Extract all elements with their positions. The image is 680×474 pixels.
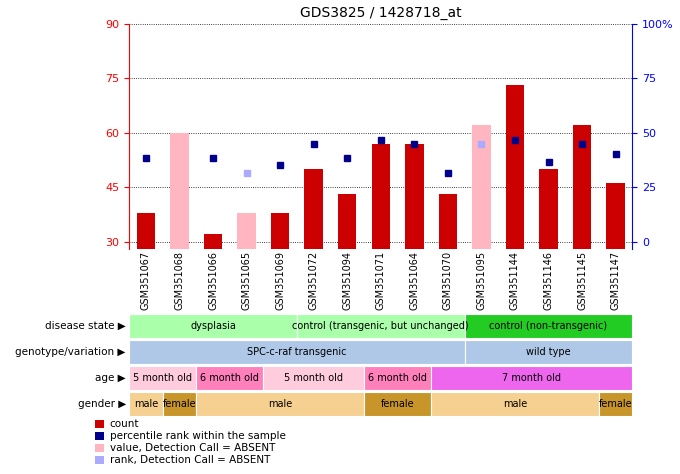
Bar xyxy=(95,444,104,452)
Text: 5 month old: 5 month old xyxy=(133,373,192,383)
Text: SPC-c-raf transgenic: SPC-c-raf transgenic xyxy=(248,347,347,357)
Bar xyxy=(506,85,524,249)
Text: GSM351094: GSM351094 xyxy=(342,251,352,310)
Text: GSM351072: GSM351072 xyxy=(309,251,319,310)
Text: male: male xyxy=(134,399,158,409)
Text: age ▶: age ▶ xyxy=(95,373,126,383)
Text: female: female xyxy=(381,399,414,409)
Text: disease state ▶: disease state ▶ xyxy=(45,321,126,331)
Bar xyxy=(95,420,104,428)
Bar xyxy=(129,392,163,416)
Bar xyxy=(338,194,356,249)
Text: GSM351070: GSM351070 xyxy=(443,251,453,310)
Text: genotype/variation ▶: genotype/variation ▶ xyxy=(16,347,126,357)
Bar xyxy=(464,314,632,337)
Text: value, Detection Call = ABSENT: value, Detection Call = ABSENT xyxy=(109,443,275,453)
Text: 5 month old: 5 month old xyxy=(284,373,343,383)
Bar xyxy=(305,169,323,249)
Bar xyxy=(431,366,632,390)
Text: GSM351071: GSM351071 xyxy=(376,251,386,310)
Text: GSM351067: GSM351067 xyxy=(141,251,151,310)
Text: GSM351147: GSM351147 xyxy=(611,251,621,310)
Text: female: female xyxy=(163,399,197,409)
Bar xyxy=(197,392,364,416)
Bar xyxy=(297,314,464,337)
Bar xyxy=(271,212,290,249)
Text: dysplasia: dysplasia xyxy=(190,321,236,331)
Bar xyxy=(170,133,189,249)
Text: GSM351095: GSM351095 xyxy=(477,251,486,310)
Text: control (transgenic, but unchanged): control (transgenic, but unchanged) xyxy=(292,321,469,331)
Bar xyxy=(439,194,457,249)
Text: GSM351145: GSM351145 xyxy=(577,251,587,310)
Text: GSM351066: GSM351066 xyxy=(208,251,218,310)
Bar xyxy=(197,366,263,390)
Bar xyxy=(607,183,625,249)
Bar xyxy=(95,432,104,440)
Bar xyxy=(405,144,424,249)
Bar xyxy=(364,366,431,390)
Bar xyxy=(163,392,197,416)
Bar xyxy=(371,144,390,249)
Bar xyxy=(599,392,632,416)
Bar xyxy=(431,392,599,416)
Bar xyxy=(364,392,431,416)
Bar xyxy=(129,340,464,364)
Text: female: female xyxy=(599,399,632,409)
Text: percentile rank within the sample: percentile rank within the sample xyxy=(109,431,286,441)
Text: 6 month old: 6 month old xyxy=(368,373,427,383)
Text: male: male xyxy=(268,399,292,409)
Text: rank, Detection Call = ABSENT: rank, Detection Call = ABSENT xyxy=(109,455,270,465)
Text: GSM351068: GSM351068 xyxy=(175,251,184,310)
Bar xyxy=(464,340,632,364)
Text: GSM351144: GSM351144 xyxy=(510,251,520,310)
Bar xyxy=(129,314,297,337)
Text: 7 month old: 7 month old xyxy=(503,373,561,383)
Title: GDS3825 / 1428718_at: GDS3825 / 1428718_at xyxy=(300,6,462,20)
Bar xyxy=(137,212,155,249)
Text: count: count xyxy=(109,419,139,429)
Text: control (non-transgenic): control (non-transgenic) xyxy=(490,321,608,331)
Text: GSM351069: GSM351069 xyxy=(275,251,285,310)
Bar xyxy=(95,456,104,464)
Bar xyxy=(573,126,592,249)
Bar xyxy=(539,169,558,249)
Bar xyxy=(472,126,491,249)
Text: 6 month old: 6 month old xyxy=(201,373,259,383)
Text: gender ▶: gender ▶ xyxy=(78,399,126,409)
Bar xyxy=(263,366,364,390)
Bar xyxy=(204,234,222,249)
Text: male: male xyxy=(503,399,527,409)
Text: wild type: wild type xyxy=(526,347,571,357)
Text: GSM351064: GSM351064 xyxy=(409,251,420,310)
Bar xyxy=(129,366,197,390)
Text: GSM351146: GSM351146 xyxy=(543,251,554,310)
Text: GSM351065: GSM351065 xyxy=(241,251,252,310)
Bar xyxy=(237,212,256,249)
